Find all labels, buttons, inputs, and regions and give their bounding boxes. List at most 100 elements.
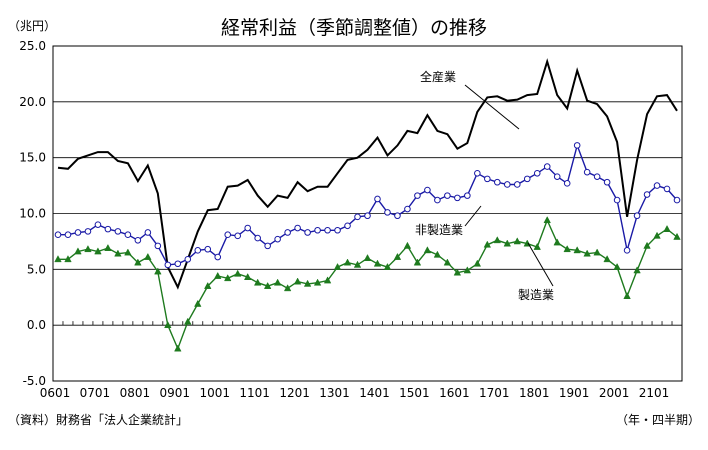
series-1	[57, 58, 678, 290]
data-point	[144, 229, 152, 236]
data-point	[254, 234, 261, 242]
data-point	[303, 279, 312, 287]
data-point	[623, 247, 631, 254]
data-point	[294, 224, 301, 232]
data-point	[513, 237, 521, 245]
data-point	[523, 175, 531, 183]
data-point	[454, 194, 461, 202]
x-tick-label: 1901	[559, 386, 590, 400]
x-tick-label: 1701	[479, 386, 510, 400]
data-point	[444, 192, 451, 199]
data-point	[154, 242, 162, 250]
data-point	[563, 180, 571, 187]
data-point	[194, 299, 202, 307]
x-tick-label: 1401	[359, 386, 390, 400]
data-point	[663, 225, 671, 232]
data-point	[314, 226, 321, 234]
data-point	[434, 196, 441, 204]
data-point	[383, 262, 392, 270]
data-point	[413, 258, 422, 266]
data-point	[293, 277, 302, 285]
data-point	[653, 231, 661, 239]
data-point	[633, 212, 641, 220]
data-point	[243, 273, 252, 280]
data-point	[343, 258, 352, 266]
data-point	[64, 255, 72, 263]
plot-frame	[52, 45, 683, 382]
data-point	[424, 186, 431, 194]
data-point	[473, 259, 482, 267]
data-point	[224, 231, 232, 239]
data-point	[443, 258, 452, 266]
data-point	[403, 241, 412, 249]
y-tick-label: 5.0	[27, 262, 46, 276]
data-point	[563, 245, 571, 253]
y-tick-labels: 25.0 20.0 15.0 10.0 5.0 0.0 -5.0	[19, 39, 46, 388]
data-point	[393, 252, 402, 260]
data-point	[323, 276, 332, 284]
data-point	[234, 232, 242, 240]
data-point	[663, 185, 671, 193]
x-tick-label: 0701	[80, 386, 111, 400]
data-point	[94, 221, 102, 228]
x-tick-label: 1501	[399, 386, 430, 400]
data-point	[394, 212, 401, 220]
series-annotation-label: 非製造業	[415, 223, 463, 237]
data-point	[164, 321, 172, 329]
data-point	[313, 278, 322, 286]
data-point	[364, 212, 371, 220]
series-line	[58, 143, 678, 266]
data-point	[433, 250, 442, 258]
y-tick-label: 10.0	[19, 207, 46, 221]
data-point	[54, 255, 62, 263]
data-point	[114, 249, 122, 257]
y-unit-label: （兆円）	[8, 19, 56, 33]
data-point	[493, 236, 502, 244]
x-tick-label: 2001	[599, 386, 630, 400]
data-point	[263, 281, 272, 289]
data-point	[233, 269, 242, 277]
series-2	[54, 142, 681, 269]
x-tick-label: 1101	[239, 386, 270, 400]
series-3	[54, 216, 681, 352]
data-point	[543, 216, 551, 224]
series-line	[57, 58, 678, 290]
data-point	[214, 271, 222, 279]
data-point	[423, 246, 432, 254]
data-point	[583, 249, 591, 257]
data-point	[533, 242, 541, 250]
data-point	[194, 247, 202, 254]
data-point	[274, 235, 281, 243]
data-point	[214, 253, 222, 261]
data-point	[593, 248, 601, 256]
data-point	[84, 245, 92, 253]
data-point	[124, 231, 132, 239]
data-point	[603, 178, 611, 186]
data-point	[533, 170, 541, 177]
data-point	[673, 196, 681, 204]
data-point	[253, 278, 262, 286]
data-point	[354, 213, 361, 221]
data-point	[334, 226, 341, 234]
data-point	[224, 274, 232, 282]
x-axis-label: （年・四半期）	[616, 413, 700, 427]
data-point	[603, 255, 611, 263]
series-annotation-label: 製造業	[518, 288, 554, 302]
data-point	[94, 247, 102, 255]
data-point	[74, 229, 82, 236]
y-tick-label: 20.0	[19, 95, 46, 109]
data-point	[643, 241, 651, 249]
x-tick-label: 1001	[199, 386, 230, 400]
data-point	[464, 192, 471, 199]
data-point	[633, 266, 641, 274]
data-point	[164, 261, 172, 269]
data-point	[573, 246, 581, 254]
data-point	[84, 228, 92, 235]
data-point	[64, 231, 72, 239]
data-point	[503, 181, 511, 188]
data-point	[333, 262, 342, 270]
x-tick-labels: 0601 0701 0801 0901 1001 1101 1201 1301 1401 1501…	[40, 386, 670, 400]
data-point	[344, 222, 351, 230]
data-point	[114, 228, 122, 235]
